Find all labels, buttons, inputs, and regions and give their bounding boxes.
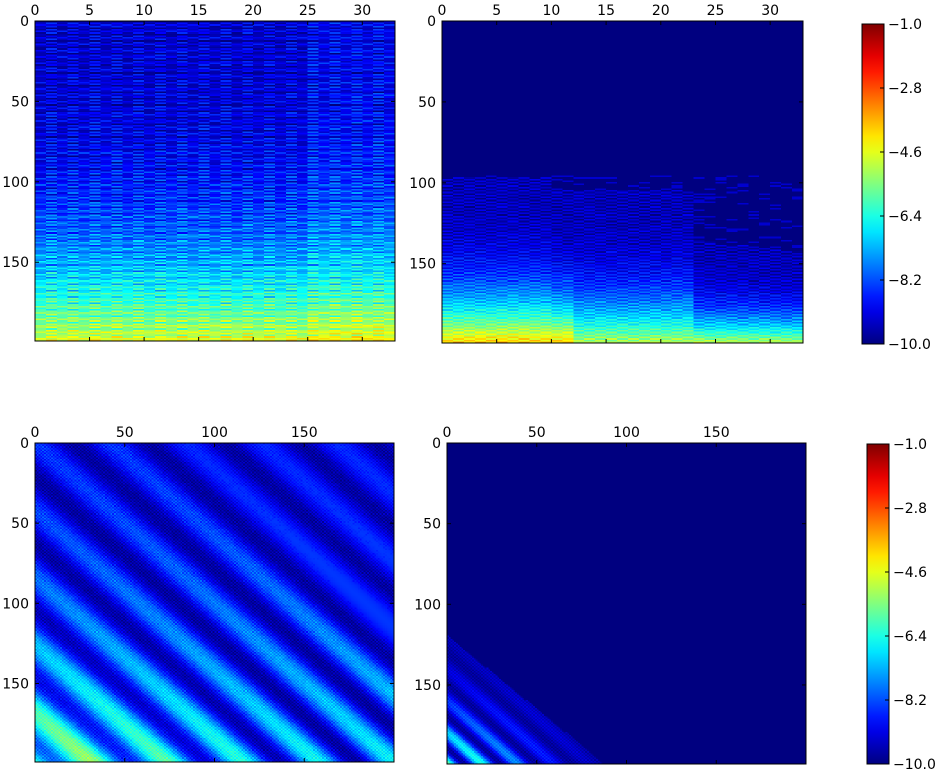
y-tick-label: 100 xyxy=(409,176,436,192)
x-tick-label: 20 xyxy=(652,3,670,19)
heatmap-image xyxy=(35,443,394,762)
y-tick-label: 100 xyxy=(2,175,29,191)
x-tick-label: 25 xyxy=(707,3,725,19)
x-tick-label: 50 xyxy=(116,425,134,441)
x-tick-label: 20 xyxy=(244,3,262,19)
y-tick-label: 0 xyxy=(20,14,29,30)
x-tick-label: 10 xyxy=(135,3,153,19)
colorbar-tick-label: −6.4 xyxy=(888,209,922,225)
x-tick-label: 100 xyxy=(201,425,228,441)
colorbar-tick-label: −8.2 xyxy=(893,693,927,709)
x-tick-label: 150 xyxy=(291,425,318,441)
colorbar-frame xyxy=(861,23,885,345)
colorbar-tick-label: −2.8 xyxy=(893,501,927,517)
x-tick-label: 100 xyxy=(613,425,640,441)
x-tick-label: 30 xyxy=(353,3,371,19)
x-tick-label: 5 xyxy=(492,3,501,19)
x-tick-label: 30 xyxy=(761,3,779,19)
colorbar-gradient xyxy=(867,444,889,764)
x-tick-label: 0 xyxy=(31,3,40,19)
colorbar-tick-label: −10.0 xyxy=(893,757,936,770)
x-tick-label: 0 xyxy=(438,3,447,19)
y-tick-label: 50 xyxy=(11,516,29,532)
colorbar-gradient xyxy=(862,24,884,344)
y-tick-label: 50 xyxy=(418,95,436,111)
heatmap-panel-bottom-left: 0 50 100 150 0 50 100 150 xyxy=(2,425,395,763)
heatmap-panel-bottom-right: 0 50 100 150 0 50 100 150 xyxy=(414,425,807,765)
x-tick-label: 10 xyxy=(542,3,560,19)
colorbar-tick-label: −6.4 xyxy=(893,629,927,645)
y-tick-label: 100 xyxy=(414,597,441,613)
heatmap-image xyxy=(442,21,803,343)
colorbar-top: −1.0 −2.8 −4.6 −6.4 −8.2 −10.0 xyxy=(861,17,931,353)
colorbar-tick-label: −1.0 xyxy=(893,437,927,453)
colorbar-tick-label: −4.6 xyxy=(888,145,922,161)
x-tick-label: 5 xyxy=(85,3,94,19)
y-tick-label: 150 xyxy=(409,257,436,273)
heatmap-image xyxy=(35,21,395,341)
y-tick-label: 0 xyxy=(20,436,29,452)
x-tick-label: 50 xyxy=(528,425,546,441)
x-tick-label: 0 xyxy=(443,425,452,441)
colorbar-bottom: −1.0 −2.8 −4.6 −6.4 −8.2 −10.0 xyxy=(866,437,936,770)
x-tick-label: 150 xyxy=(703,425,730,441)
y-tick-label: 150 xyxy=(414,678,441,694)
y-tick-label: 100 xyxy=(2,596,29,612)
colorbar-tick-label: −10.0 xyxy=(888,337,931,353)
heatmap-image xyxy=(447,443,806,764)
heatmap-panel-top-left: 0 5 10 15 20 25 30 0 50 100 150 xyxy=(2,3,396,342)
x-tick-label: 0 xyxy=(31,425,40,441)
y-tick-label: 150 xyxy=(2,676,29,692)
y-tick-label: 150 xyxy=(2,255,29,271)
axes-frame xyxy=(441,20,804,344)
colorbar-tick-label: −8.2 xyxy=(888,273,922,289)
colorbar-tick-label: −2.8 xyxy=(888,81,922,97)
colorbar-tick-label: −4.6 xyxy=(893,565,927,581)
x-tick-label: 15 xyxy=(597,3,615,19)
heatmap-panel-top-right: 0 5 10 15 20 25 30 0 50 100 150 xyxy=(409,3,804,344)
colorbar-frame xyxy=(866,443,890,765)
axes-frame xyxy=(34,20,396,342)
x-tick-label: 25 xyxy=(299,3,317,19)
x-tick-label: 15 xyxy=(190,3,208,19)
y-tick-label: 50 xyxy=(423,517,441,533)
y-tick-label: 0 xyxy=(427,14,436,30)
y-tick-label: 0 xyxy=(432,436,441,452)
y-tick-label: 50 xyxy=(11,94,29,110)
colorbar-tick-label: −1.0 xyxy=(888,17,922,33)
